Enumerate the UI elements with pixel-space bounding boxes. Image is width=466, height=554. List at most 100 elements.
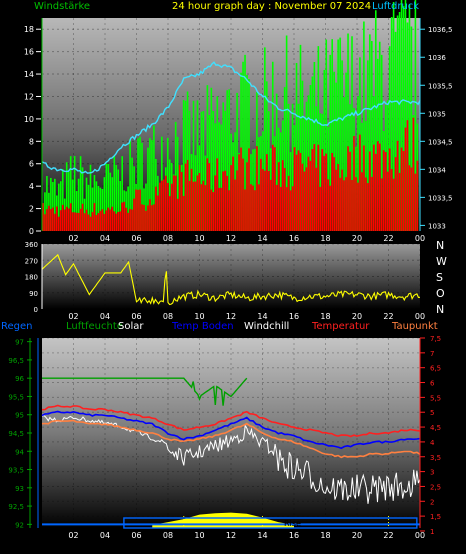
direction-label-n1: N — [436, 239, 445, 252]
event-label-moon-set: Set — [386, 538, 400, 547]
right-tick-label: 1034,5 — [428, 138, 453, 146]
x-tick-label: 08 — [163, 531, 173, 540]
legend-luftfeuchte: Luftfeuchte — [66, 321, 123, 332]
left-tick-label: 92 — [15, 521, 24, 529]
left-tick-label: 2 — [29, 205, 34, 214]
left-tick-label: 12 — [24, 92, 34, 101]
x-tick-label: 10 — [194, 234, 204, 243]
x-tick-label: 16 — [289, 234, 299, 243]
x-tick-label: 12 — [226, 234, 236, 243]
right-tick-label: 2 — [430, 498, 434, 506]
x-tick-label: 08 — [163, 312, 173, 321]
left-tick-label: 10 — [24, 115, 34, 124]
x-tick-label: 12 — [226, 531, 236, 540]
right-tick-label: 3 — [430, 469, 434, 477]
right-tick-label: 5 — [430, 409, 434, 417]
legend-solar: Solar — [118, 321, 144, 332]
left-tick-label: 94 — [15, 448, 24, 456]
x-tick-label: 18 — [320, 234, 330, 243]
legend-regen: Regen — [1, 321, 33, 332]
left-tick-label: 0 — [34, 306, 38, 314]
event-label-sun-set: Set — [322, 538, 336, 547]
x-tick-label: 10 — [194, 531, 204, 540]
legend-temperatur: Temperatur — [312, 321, 370, 332]
right-tick-label: 1034 — [428, 166, 446, 174]
right-tick-label: 3,5 — [430, 454, 441, 462]
x-tick-label: 04 — [100, 531, 110, 540]
temperatur-line — [41, 404, 421, 438]
x-tick-label: 06 — [131, 531, 141, 540]
x-tick-label: 14 — [257, 312, 267, 321]
left-tick-label: 14 — [24, 70, 34, 79]
left-tick-label: 93 — [15, 485, 24, 493]
right-tick-label: 4 — [430, 439, 435, 447]
event-label-sun: Sun — [309, 538, 325, 547]
left-tick-label: 94,5 — [8, 430, 24, 438]
pressure-line — [41, 61, 421, 174]
x-tick-label: 04 — [100, 234, 110, 243]
left-tick-label: 360 — [25, 241, 38, 249]
direction-label-w: W — [436, 255, 447, 268]
x-tick-label: 00 — [415, 312, 425, 321]
right-tick-label: 5,5 — [430, 394, 441, 402]
x-tick-label: 22 — [383, 312, 393, 321]
direction-label-n2: N — [436, 303, 445, 316]
x-tick-label: 14 — [257, 234, 267, 243]
left-tick-label: 0 — [29, 227, 34, 236]
x-tick-label: 02 — [68, 312, 78, 321]
right-tick-label: 1033,5 — [428, 194, 453, 202]
right-tick-label: 1033 — [428, 222, 446, 230]
x-tick-label: 20 — [352, 531, 362, 540]
x-tick-label: 16 — [289, 312, 299, 321]
left-tick-label: 97 — [15, 339, 24, 347]
x-tick-label: 08 — [163, 234, 173, 243]
x-tick-label: 14 — [257, 531, 267, 540]
right-tick-label: 1036,5 — [428, 26, 453, 34]
right-tick-label: 1035 — [428, 110, 446, 118]
x-tick-label: 00 — [415, 234, 425, 243]
right-tick-label: 2,5 — [430, 483, 441, 491]
legend-windchill: Windchill — [244, 321, 290, 332]
left-tick-label: 90 — [29, 290, 38, 298]
temp-boden-line — [41, 410, 421, 450]
right-tick-label: 7,5 — [430, 335, 441, 343]
x-tick-label: 04 — [100, 312, 110, 321]
panel3-plot-area — [42, 338, 420, 528]
left-tick-label: 92,5 — [8, 503, 24, 511]
left-tick-label: 93,5 — [8, 467, 24, 475]
right-tick-label: 1,5 — [430, 513, 441, 521]
x-tick-label: 22 — [383, 234, 393, 243]
x-tick-label: 18 — [320, 312, 330, 321]
left-tick-label: 96 — [15, 375, 24, 383]
x-tick-label: 20 — [352, 234, 362, 243]
x-tick-label: 06 — [131, 312, 141, 321]
right-tick-label: 6 — [430, 380, 435, 388]
right-tick-label: 1035,5 — [428, 82, 453, 90]
right-tick-label: 1036 — [428, 54, 446, 62]
panel2-plot-area — [42, 244, 420, 309]
right-tick-label: 1 — [430, 528, 434, 536]
x-tick-label: 12 — [226, 312, 236, 321]
left-tick-label: 6 — [29, 160, 34, 169]
direction-label-s: S — [436, 271, 443, 284]
x-tick-label: 20 — [352, 312, 362, 321]
daylight-bar — [123, 517, 418, 529]
x-tick-label: 02 — [68, 531, 78, 540]
left-tick-label: 4 — [29, 182, 34, 191]
event-label-rise: Rise — [284, 519, 301, 528]
left-tick-label: 18 — [24, 25, 34, 34]
x-tick-label: 22 — [383, 531, 393, 540]
legend-taupunkt: Taupunkt — [392, 321, 438, 332]
humidity-line — [42, 377, 248, 406]
taupunkt-line — [41, 419, 421, 459]
x-tick-label: 02 — [68, 234, 78, 243]
wind-direction-line — [41, 253, 421, 306]
left-tick-label: 96,5 — [8, 357, 24, 365]
x-tick-label: 10 — [194, 312, 204, 321]
header-left-label: Windstärke — [34, 1, 91, 12]
direction-label-o: O — [436, 287, 445, 300]
left-tick-label: 16 — [24, 48, 34, 57]
legend-temp-boden: Temp Boden — [172, 321, 234, 332]
left-tick-label: 8 — [29, 137, 34, 146]
x-tick-label: 16 — [289, 531, 299, 540]
